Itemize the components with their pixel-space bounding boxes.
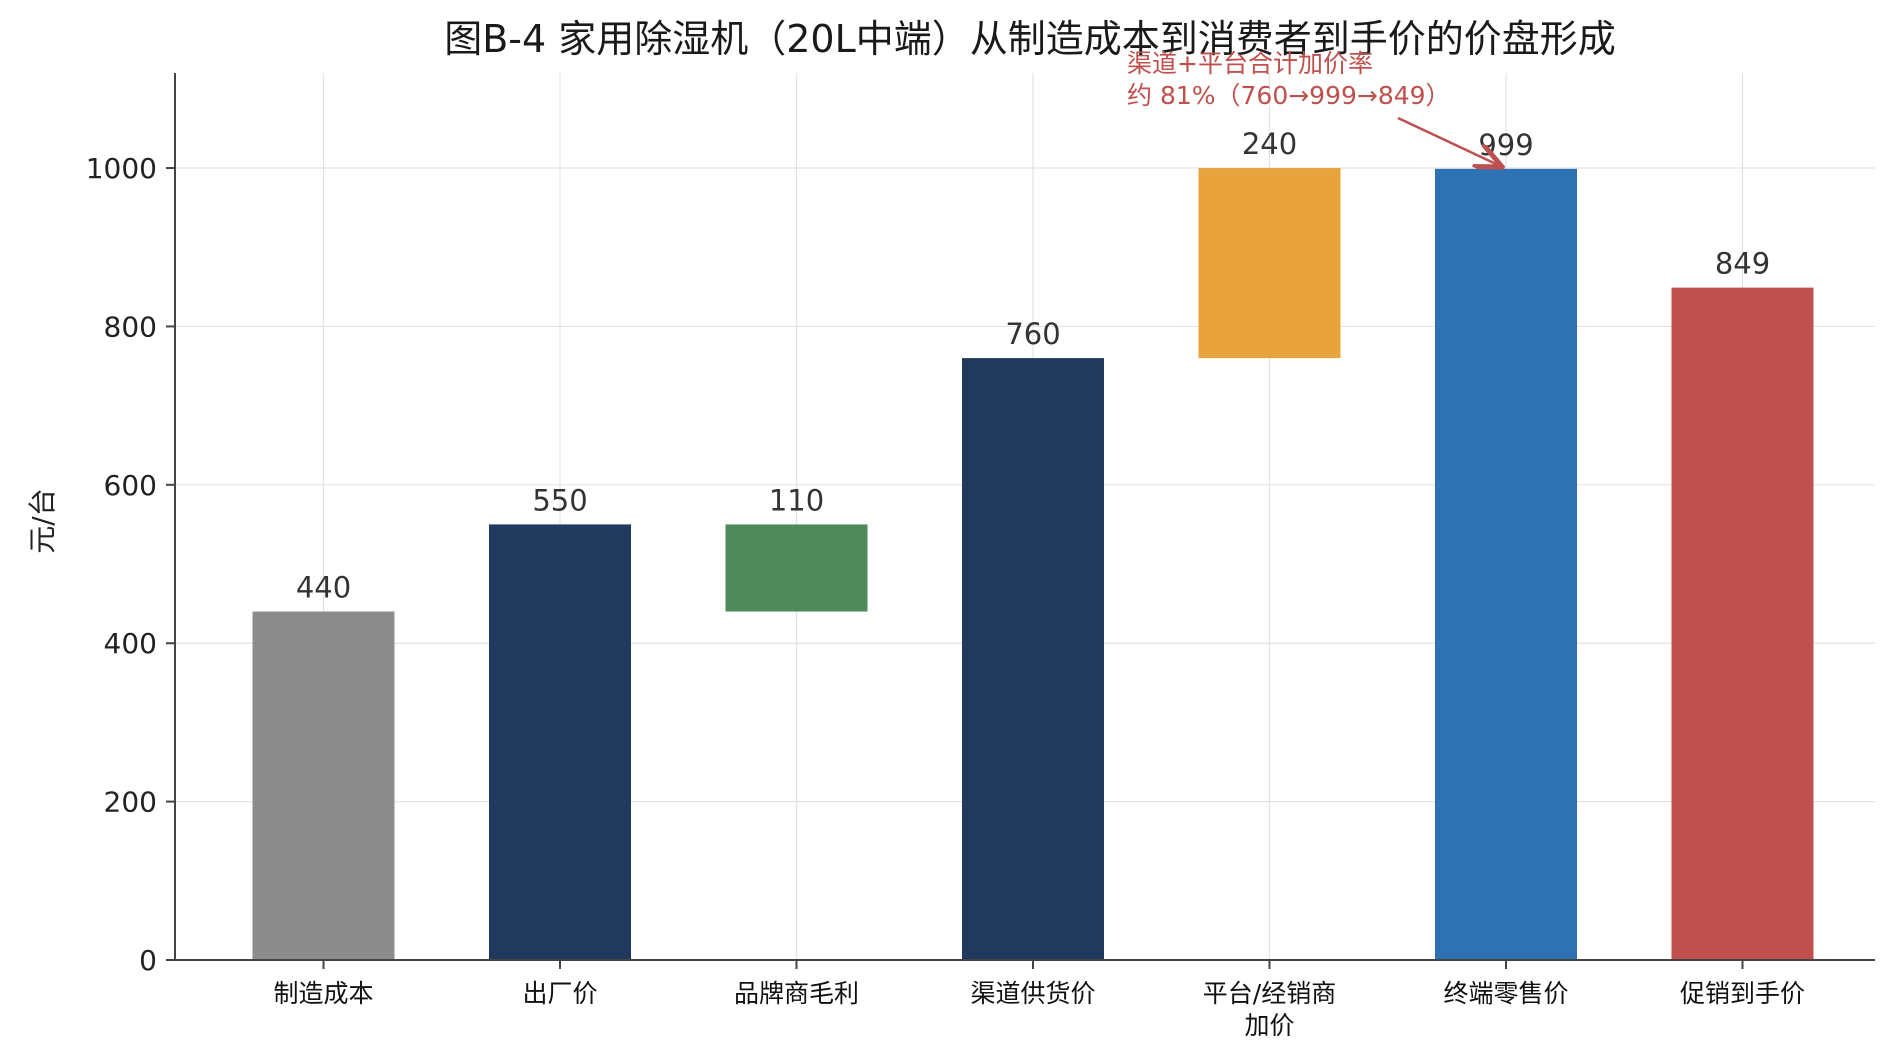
bar-value-label: 760	[1005, 317, 1060, 351]
annotation-arrow	[1397, 116, 1500, 166]
bar	[725, 524, 868, 612]
y-ticks: 0 200 400 600 800 1000	[86, 152, 175, 977]
chart-title: 图B-4 家用除湿机（20L中端）从制造成本到消费者到手价的价盘形成	[444, 17, 1616, 61]
x-category-label: 平台/经销商	[1203, 979, 1336, 1008]
y-tick-label: 0	[139, 944, 157, 977]
x-category-label: 出厂价	[522, 979, 597, 1008]
x-category-label: 品牌商毛利	[734, 979, 859, 1008]
x-category-label: 促销到手价	[1680, 979, 1805, 1008]
y-tick-label: 200	[104, 786, 157, 819]
y-tick-label: 400	[104, 627, 157, 660]
bars	[252, 168, 1814, 960]
x-category-label: 渠道供货价	[970, 979, 1095, 1008]
bar-value-label: 110	[769, 483, 824, 517]
bar	[962, 358, 1104, 960]
annotation-text: 渠道+平台合计加价率	[1127, 49, 1373, 78]
bar-value-label: 550	[532, 483, 587, 517]
y-tick-label: 1000	[86, 152, 157, 185]
bar-value-label: 440	[296, 571, 351, 605]
x-category-label: 加价	[1244, 1011, 1294, 1040]
bar	[1198, 168, 1341, 359]
bar	[489, 524, 631, 960]
axes	[174, 73, 1875, 961]
bar-value-label: 240	[1242, 127, 1297, 161]
y-tick-label: 800	[104, 310, 157, 343]
y-tick-label: 600	[104, 469, 157, 502]
bar	[1435, 168, 1577, 960]
bar-value-label: 849	[1715, 247, 1770, 281]
x-category-label: 终端零售价	[1443, 979, 1568, 1008]
bar-value-label: 999	[1478, 128, 1533, 162]
bar	[1671, 287, 1814, 960]
annotation-text: 约 81%（760→999→849）	[1127, 81, 1451, 110]
x-category-label: 制造成本	[273, 979, 373, 1008]
bar	[252, 611, 395, 960]
y-axis-label: 元/台	[26, 488, 59, 553]
